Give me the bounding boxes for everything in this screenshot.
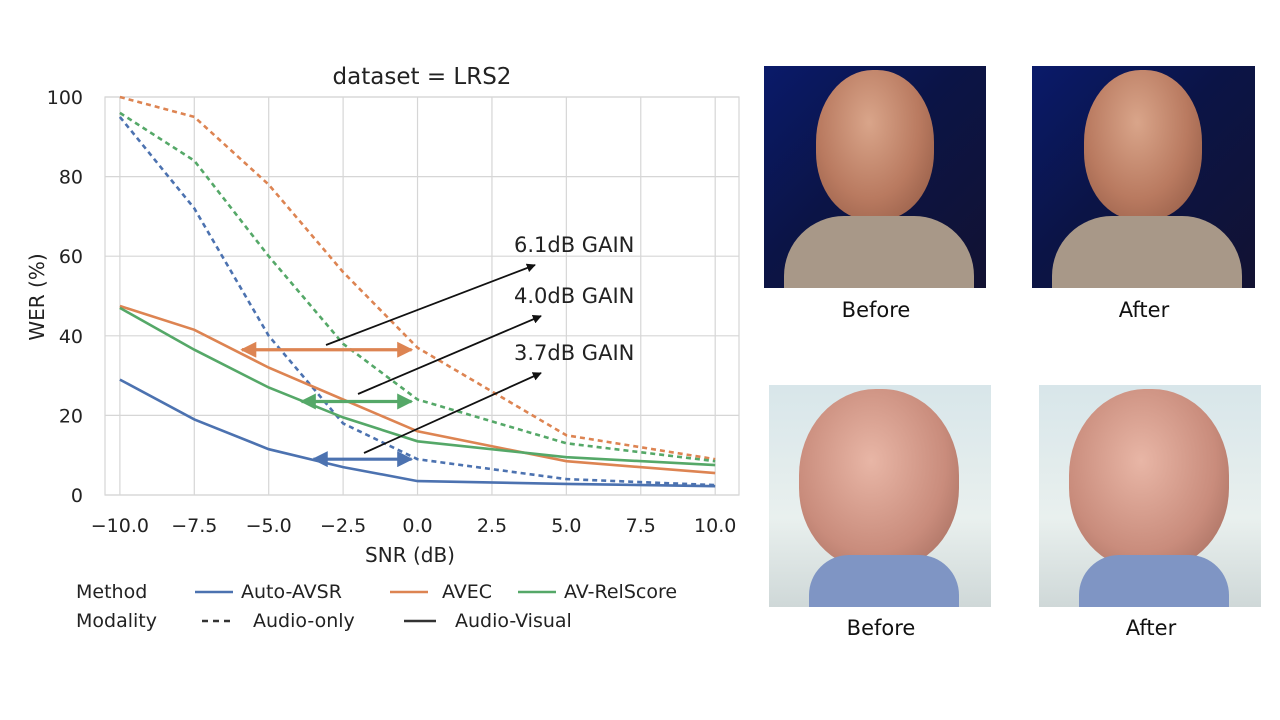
photo-caption: Before <box>841 298 911 322</box>
x-tick-label: 10.0 <box>694 515 736 537</box>
photo-caption: After <box>1118 298 1170 322</box>
photo-caption: After <box>1125 616 1177 640</box>
series-line-auto-avsr-audio-only <box>118 116 716 487</box>
photo-before-2 <box>769 385 991 607</box>
gain-annotations: 6.1dB GAIN 4.0dB GAIN 3.7dB GAIN <box>240 233 634 468</box>
x-tick-label: 7.5 <box>626 515 656 537</box>
x-tick-label: 2.5 <box>477 515 507 537</box>
shirt-image <box>1079 555 1229 607</box>
photo-caption: Before <box>846 616 916 640</box>
y-tick-label: 40 <box>59 326 83 348</box>
wer-vs-snr-chart: −10.0 −7.5 −5.0 −2.5 0.0 2.5 5.0 7.5 10.0 0 20 40 60… <box>25 64 740 632</box>
y-tick-label: 20 <box>59 405 83 427</box>
grid <box>104 96 740 496</box>
legend-entry: Audio-Visual <box>455 610 572 632</box>
legend-method-heading: Method <box>76 581 147 603</box>
legend: Method Modality Auto-AVSR AVEC AV-RelScore Au… <box>76 581 677 632</box>
x-axis-label: SNR (dB) <box>365 543 455 567</box>
face-image <box>799 389 959 569</box>
y-tick-label: 60 <box>59 246 83 268</box>
legend-entry: AVEC <box>442 581 492 603</box>
series-line-av-relscore-audio-visual <box>119 306 716 467</box>
gain-pointer-arrow <box>363 372 542 454</box>
y-tick-label: 80 <box>59 167 83 189</box>
face-image <box>1069 389 1229 569</box>
x-tick-label: −5.0 <box>246 515 292 537</box>
gain-label: 3.7dB GAIN <box>514 341 634 365</box>
legend-entry: AV-RelScore <box>564 581 677 603</box>
x-tick-label: −2.5 <box>320 515 366 537</box>
gain-label: 4.0dB GAIN <box>514 284 634 308</box>
photo-before-1 <box>764 66 986 288</box>
legend-entry: Audio-only <box>253 610 355 632</box>
x-tick-label: −7.5 <box>171 515 217 537</box>
face-image <box>816 70 934 220</box>
face-image <box>1084 70 1202 220</box>
y-tick-label: 100 <box>47 87 83 109</box>
gain-pointer-arrow <box>325 263 536 346</box>
series-line-avec-audio-only <box>119 95 716 461</box>
x-tick-label: −10.0 <box>91 515 149 537</box>
gain-pointer-arrow <box>357 315 542 395</box>
photo-after-2 <box>1039 385 1261 607</box>
x-tick-label: 5.0 <box>551 515 581 537</box>
gain-label: 6.1dB GAIN <box>514 233 634 257</box>
legend-modality-heading: Modality <box>76 610 157 632</box>
x-tick-label: 0.0 <box>402 515 432 537</box>
axes: −10.0 −7.5 −5.0 −2.5 0.0 2.5 5.0 7.5 10.0 0 20 40 60… <box>47 87 737 537</box>
shoulders-image <box>784 216 974 288</box>
shirt-image <box>809 555 959 607</box>
photo-after-1 <box>1032 66 1255 288</box>
y-axis-label: WER (%) <box>25 253 49 340</box>
chart-title: dataset = LRS2 <box>333 64 512 90</box>
plot-frame <box>104 96 740 496</box>
y-tick-label: 0 <box>71 485 83 507</box>
legend-entry: Auto-AVSR <box>241 581 342 603</box>
shoulders-image <box>1052 216 1242 288</box>
